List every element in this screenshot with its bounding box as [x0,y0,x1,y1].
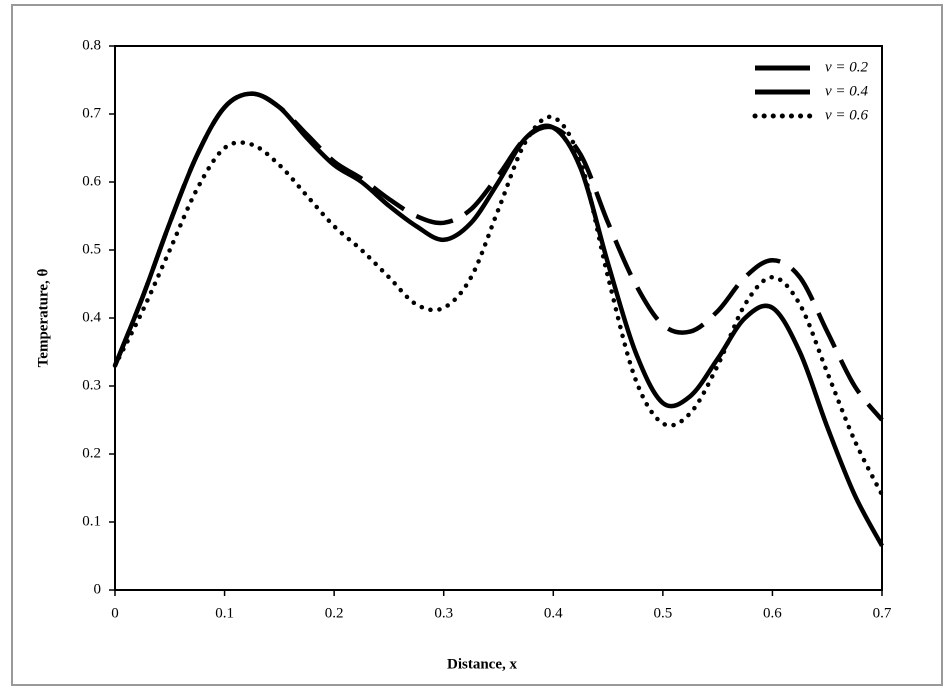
legend-label: v = 0.4 [825,83,869,99]
y-tick-label: 0.4 [82,309,101,325]
y-tick-label: 0 [94,581,102,597]
legend-label: v = 0.6 [825,107,869,123]
y-axis-label: Temperature, θ [35,269,51,368]
line-series [112,114,885,498]
x-tick-label: 0.4 [544,605,563,621]
line-series [112,91,884,422]
x-tick-label: 0.5 [653,605,672,621]
x-tick-label: 0 [111,605,119,621]
x-tick-label: 0.6 [763,605,782,621]
line-series [112,91,884,547]
y-tick-label: 0.1 [82,513,101,529]
frame [11,4,943,686]
x-tick-label: 0.2 [325,605,344,621]
y-tick-label: 0.5 [82,241,101,257]
y-tick-label: 0.6 [82,173,101,189]
x-tick-label: 0.7 [873,605,892,621]
legend-label: v = 0.2 [825,59,869,75]
plot-area [114,45,883,591]
x-tick-label: 0.1 [215,605,234,621]
y-tick-label: 0.7 [82,105,101,121]
x-axis-label: Distance, x [447,656,517,672]
x-tick-label: 0.3 [434,605,453,621]
y-tick-label: 0.3 [82,377,101,393]
y-tick-label: 0.2 [82,445,101,461]
y-tick-label: 0.8 [82,37,101,53]
